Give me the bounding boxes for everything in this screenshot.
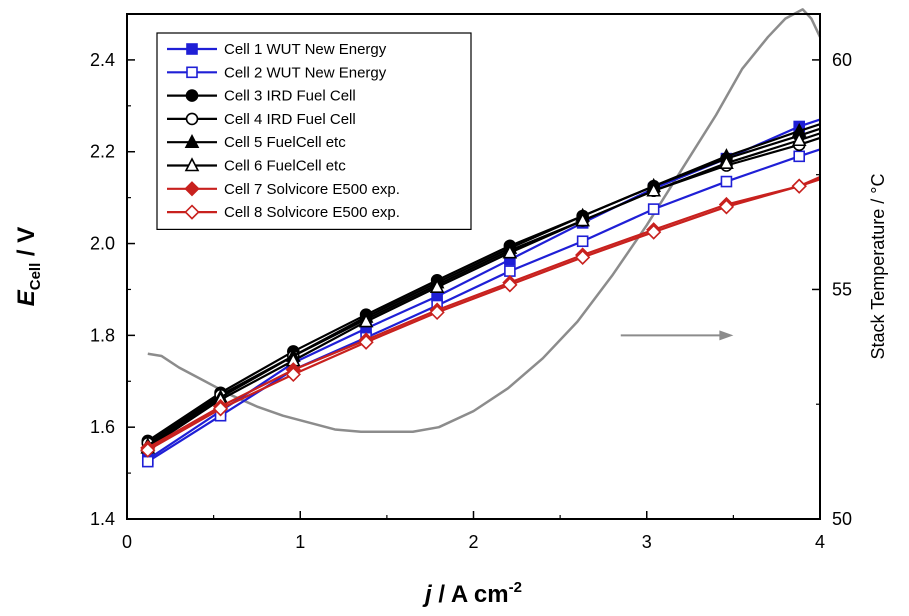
x-tick-label: 0 [122, 532, 132, 552]
square-marker [186, 66, 198, 79]
circle-marker [185, 112, 199, 126]
y-axis-title-italic: E [13, 289, 40, 306]
x-axis-title-superscript: -2 [509, 579, 522, 596]
x-tick-label: 2 [468, 532, 478, 552]
square-marker [647, 203, 660, 215]
triangle-marker [502, 244, 518, 259]
legend-item: Cell 6 FuelCell etc [167, 157, 346, 175]
legend-label: Cell 7 Solvicore E500 exp. [224, 181, 400, 198]
x-axis-title-unit: / A cm [432, 581, 509, 608]
square-marker [576, 235, 589, 248]
series-8 [140, 178, 821, 458]
square-marker [504, 265, 516, 277]
y2-tick-label: 60 [832, 50, 852, 70]
y2-tick-label: 55 [832, 279, 852, 299]
y-tick-label: 1.6 [90, 417, 115, 437]
legend-item: Cell 8 Solvicore E500 exp. [167, 204, 400, 221]
legend-item: Cell 4 IRD Fuel Cell [167, 111, 356, 128]
x-axis-title-italic: j [422, 581, 433, 608]
diamond-marker [646, 224, 662, 240]
triangle-marker [719, 154, 734, 170]
legend-label: Cell 8 Solvicore E500 exp. [224, 204, 400, 221]
legend-label: Cell 3 IRD Fuel Cell [224, 88, 356, 105]
triangle-marker [429, 278, 445, 293]
legend-item: Cell 3 IRD Fuel Cell [167, 88, 356, 105]
triangle-marker [358, 313, 374, 328]
legend-item: Cell 1 WUT New Energy [167, 41, 387, 58]
diamond-marker [575, 249, 591, 265]
diamond-marker [718, 199, 735, 215]
x-axis-title: j / A cm-2 [422, 579, 522, 608]
legend-label: Cell 2 WUT New Energy [224, 64, 387, 81]
y-axis-title: ECell / V [13, 227, 44, 307]
legend-item: Cell 2 WUT New Energy [167, 64, 387, 81]
diamond-marker [429, 304, 445, 321]
legend-item: Cell 7 Solvicore E500 exp. [167, 181, 400, 198]
legend-label: Cell 5 FuelCell etc [224, 134, 346, 151]
circle-marker [185, 89, 199, 102]
y-tick-label: 1.4 [90, 509, 115, 529]
diamond-marker [140, 442, 156, 458]
square-marker [141, 455, 154, 468]
y-tick-label: 2.0 [90, 234, 115, 254]
diamond-marker [791, 178, 807, 194]
x-tick-label: 1 [295, 532, 305, 552]
diamond-marker [285, 366, 301, 383]
legend-box [156, 32, 472, 230]
x-tick-label: 3 [642, 532, 652, 552]
y-tick-label: 2.4 [90, 50, 115, 70]
legend: Cell 1 WUT New Energy Cell 2 WUT New Ener… [156, 32, 472, 230]
triangle-marker [575, 212, 590, 227]
y-axis-title-subscript: Cell [27, 263, 44, 291]
legend-item: Cell 5 FuelCell etc [167, 133, 346, 151]
triangle-marker [646, 182, 661, 197]
triangle-marker [791, 132, 807, 147]
y-tick-label: 1.8 [90, 325, 115, 345]
diamond-marker [502, 277, 518, 293]
x-tick-label: 4 [815, 532, 825, 552]
square-marker [186, 43, 198, 55]
legend-label: Cell 4 IRD Fuel Cell [224, 111, 356, 128]
y-axis-title-unit: / V [13, 227, 40, 263]
square-marker [793, 150, 806, 163]
triangle-marker [184, 157, 200, 172]
diamond-marker [212, 401, 229, 417]
legend-label: Cell 1 WUT New Energy [224, 41, 387, 58]
square-marker [720, 175, 733, 188]
series-layer [140, 118, 821, 468]
legend-label: Cell 6 FuelCell etc [224, 158, 346, 175]
triangle-marker [184, 133, 200, 148]
diamond-marker [184, 181, 200, 197]
y2-axis-title: Stack Temperature / °C [868, 174, 888, 360]
diamond-marker [358, 334, 374, 350]
axes-layer: 0 1 2 3 4 1.4 1.6 1.8 2.0 2.2 2.4 50 55 60 [90, 50, 852, 552]
temperature-arrow-head [719, 330, 734, 341]
diamond-marker [184, 204, 200, 220]
y2-tick-label: 50 [832, 509, 852, 529]
y-tick-label: 2.2 [90, 142, 115, 162]
